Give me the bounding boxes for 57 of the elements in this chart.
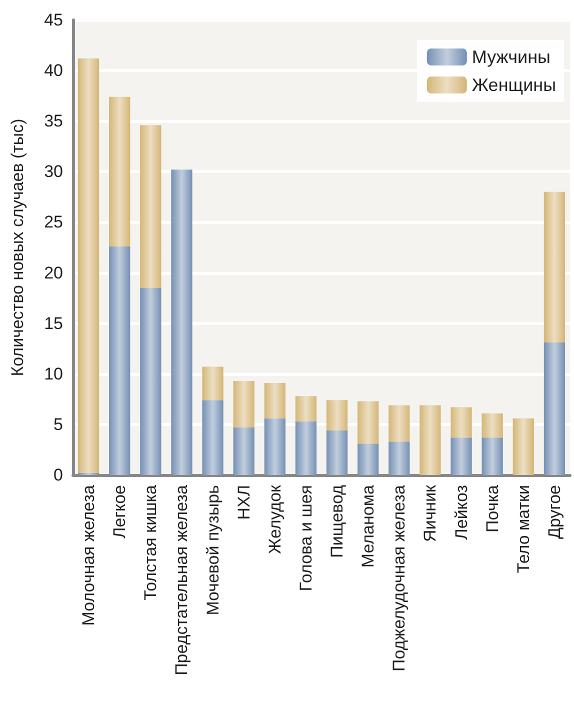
x-tick-label: Желудок <box>265 484 284 554</box>
bar <box>358 444 379 475</box>
x-tick-label: Другое <box>544 485 564 540</box>
x-tick-label: Тело матки <box>514 485 533 574</box>
bar <box>140 288 162 475</box>
bar <box>109 246 130 475</box>
bar <box>295 396 317 422</box>
x-tick-label: Лейкоз <box>452 484 471 540</box>
bar <box>388 442 410 475</box>
y-tick-label: 45 <box>44 10 63 30</box>
y-axis-title: Количество новых случаев (тыс) <box>8 118 27 376</box>
x-tick-label: Меланома <box>358 484 378 568</box>
bar <box>202 400 224 475</box>
bar <box>171 170 192 475</box>
bar <box>140 125 162 288</box>
y-tick-label: 25 <box>44 212 63 232</box>
bar <box>326 430 348 475</box>
bar <box>233 380 254 428</box>
bar <box>358 401 379 444</box>
y-tick-label: 40 <box>44 61 63 80</box>
y-tick-label: 15 <box>44 314 63 333</box>
bar <box>482 438 503 475</box>
x-tick-label: Голова и шея <box>296 485 316 592</box>
bar <box>326 400 348 431</box>
y-tick-label: 20 <box>44 263 63 282</box>
bar <box>544 342 566 475</box>
bar <box>450 438 472 475</box>
bar <box>450 407 472 438</box>
bar <box>512 418 534 475</box>
bar <box>109 96 130 246</box>
bar <box>420 405 441 475</box>
x-tick-label: Яичник <box>420 484 440 542</box>
y-tick-label: 5 <box>54 414 63 434</box>
bar <box>264 382 286 418</box>
y-tick-label: 35 <box>44 112 63 131</box>
legend-label: Женщины <box>472 75 556 95</box>
x-tick-label: Предстательная железа <box>172 484 192 676</box>
x-tick-label: НХЛ <box>234 485 254 520</box>
bar <box>482 413 503 438</box>
bar <box>388 405 410 442</box>
x-tick-label: Молочная железа <box>79 484 98 626</box>
x-tick-label: Пищевод <box>328 484 347 558</box>
bar <box>295 421 317 475</box>
x-tick-label: Толстая кишка <box>141 484 160 600</box>
bar <box>544 192 566 343</box>
bar <box>233 427 254 475</box>
bar <box>202 366 224 400</box>
x-tick-label: Почка <box>482 484 502 532</box>
x-tick-label: Мочевой пузырь <box>203 484 222 616</box>
bar <box>264 418 286 475</box>
bar <box>78 58 100 473</box>
legend-label: Мужчины <box>472 47 550 67</box>
x-tick-label: Поджелудочная железа <box>390 484 409 672</box>
y-tick-label: 30 <box>44 162 63 182</box>
x-tick-label: Легкое <box>110 485 130 538</box>
y-tick-label: 10 <box>44 364 63 384</box>
y-tick-label: 0 <box>54 466 63 484</box>
